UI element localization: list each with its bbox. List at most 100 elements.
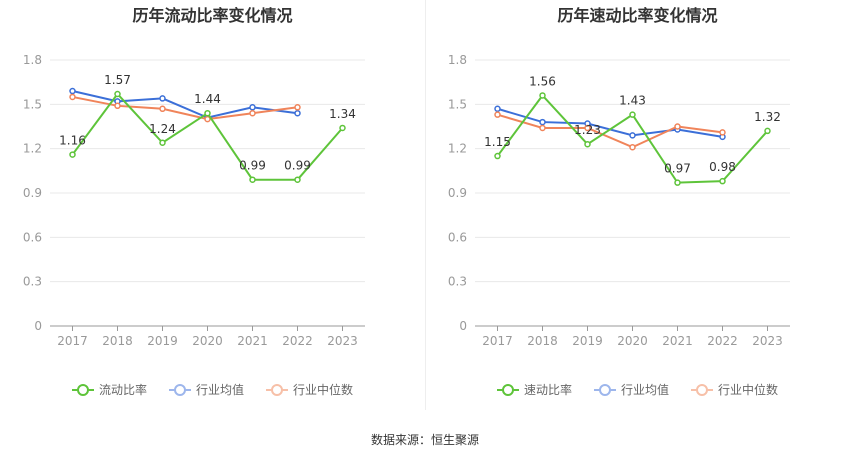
data-point [584, 124, 591, 132]
data-point [719, 177, 726, 185]
data-point [159, 139, 166, 147]
data-point [114, 90, 121, 98]
data-point [629, 143, 636, 151]
y-tick-label: 1.8 [448, 53, 467, 67]
legend-item-industry-median[interactable]: 行业中位数 [266, 381, 353, 398]
legend-item-current-ratio[interactable]: 流动比率 [71, 381, 147, 398]
data-point [249, 109, 256, 117]
quick-ratio-chart: 历年速动比率变化情况 0 0.3 0.6 0.9 1.2 1.5 1.8 2017 2018 20… [425, 0, 850, 420]
data-label: 1.57 [104, 73, 131, 87]
data-point [114, 102, 121, 110]
chart-title: 历年速动比率变化情况 [557, 6, 718, 25]
x-tick-label: 2018 [527, 334, 558, 348]
data-point [674, 123, 681, 130]
data-point [584, 140, 591, 148]
data-label: 1.44 [194, 92, 221, 106]
y-tick-label: 1.5 [23, 97, 42, 111]
legend: 速动比率 行业均值 行业中位数 [425, 381, 850, 398]
chart-title: 历年流动比率变化情况 [132, 6, 293, 25]
data-label: 1.32 [754, 110, 781, 124]
data-point [629, 111, 636, 118]
legend-item-industry-mean[interactable]: 行业均值 [593, 381, 669, 398]
x-tick-label: 2017 [482, 334, 513, 348]
data-point [764, 127, 771, 135]
y-tick-label: 1.2 [23, 142, 42, 156]
panel-divider [425, 0, 426, 410]
legend-swatch [691, 383, 713, 396]
data-point [204, 115, 211, 123]
data-point [159, 95, 166, 102]
data-point [629, 132, 636, 139]
legend-swatch [593, 383, 616, 396]
legend-label: 行业中位数 [718, 383, 779, 397]
legend-item-industry-median[interactable]: 行业中位数 [691, 381, 778, 398]
y-tick-label: 0.9 [23, 186, 42, 200]
x-tick-label: 2023 [327, 334, 358, 348]
data-label: 0.99 [284, 159, 311, 173]
y-tick-label: 1.5 [448, 97, 467, 111]
y-tick-label: 0 [459, 319, 467, 333]
y-tick-label: 0.3 [448, 275, 467, 289]
data-point [249, 104, 256, 111]
data-label: 1.23 [574, 123, 601, 137]
data-label: 0.98 [709, 160, 736, 174]
current-ratio-plot: 0 0.3 0.6 0.9 1.2 1.5 1.8 2017 2018 2019 2020 2021 2… [23, 53, 365, 348]
data-point [294, 176, 301, 183]
data-point [249, 176, 256, 183]
legend-label: 速动比率 [523, 383, 572, 397]
legend-swatch [496, 383, 519, 396]
data-point [294, 104, 301, 111]
y-tick-label: 0.3 [23, 275, 42, 289]
data-point [539, 92, 546, 99]
data-point [539, 118, 546, 126]
series-line [72, 90, 298, 119]
data-label: 1.16 [59, 134, 86, 148]
data-label: 1.43 [619, 94, 646, 108]
legend-swatch [71, 383, 94, 396]
x-tick-label: 2021 [237, 334, 268, 348]
y-tick-label: 1.2 [448, 142, 467, 156]
x-tick-label: 2021 [662, 334, 693, 348]
x-tick-label: 2020 [192, 334, 223, 348]
data-point [674, 179, 681, 186]
quick-ratio-plot: 0 0.3 0.6 0.9 1.2 1.5 1.8 2017 2018 2019 2020 2021 2… [448, 53, 790, 348]
legend-swatch [168, 383, 191, 396]
x-tick-label: 2022 [282, 334, 313, 348]
data-point [294, 109, 301, 117]
data-label: 0.97 [664, 162, 691, 176]
y-tick-label: 0.6 [23, 230, 42, 244]
data-point [159, 105, 166, 113]
y-tick-label: 0 [34, 319, 42, 333]
x-tick-label: 2019 [147, 334, 178, 348]
data-point [69, 87, 76, 95]
legend-item-quick-ratio[interactable]: 速动比率 [496, 381, 572, 398]
legend-swatch [266, 383, 288, 396]
data-point [539, 124, 546, 132]
legend-label: 行业中位数 [293, 383, 354, 397]
x-tick-label: 2020 [617, 334, 648, 348]
data-point [494, 105, 501, 113]
data-point [719, 129, 726, 136]
x-tick-label: 2023 [752, 334, 783, 348]
x-tick-label: 2017 [57, 334, 88, 348]
x-tick-label: 2022 [707, 334, 738, 348]
x-tick-label: 2019 [572, 334, 603, 348]
data-point [69, 151, 76, 158]
legend-item-industry-mean[interactable]: 行业均值 [168, 381, 244, 398]
y-tick-label: 0.9 [448, 186, 467, 200]
data-point [339, 124, 346, 132]
data-point [494, 152, 501, 160]
data-point [494, 111, 501, 118]
data-label: 1.56 [529, 74, 556, 88]
data-point [69, 93, 76, 101]
legend-label: 行业均值 [195, 383, 244, 397]
current-ratio-chart: 历年流动比率变化情况 0 0.3 0.6 0.9 1.2 1.5 1.8 2017 2018 20… [0, 0, 425, 420]
data-label: 1.34 [329, 107, 356, 121]
series-line [497, 113, 723, 149]
data-label: 0.99 [239, 159, 266, 173]
x-tick-label: 2018 [102, 334, 133, 348]
data-label: 1.15 [484, 135, 511, 149]
data-point [204, 109, 211, 117]
data-source: 数据来源：恒生聚源 [370, 433, 479, 447]
series-line [497, 107, 723, 138]
